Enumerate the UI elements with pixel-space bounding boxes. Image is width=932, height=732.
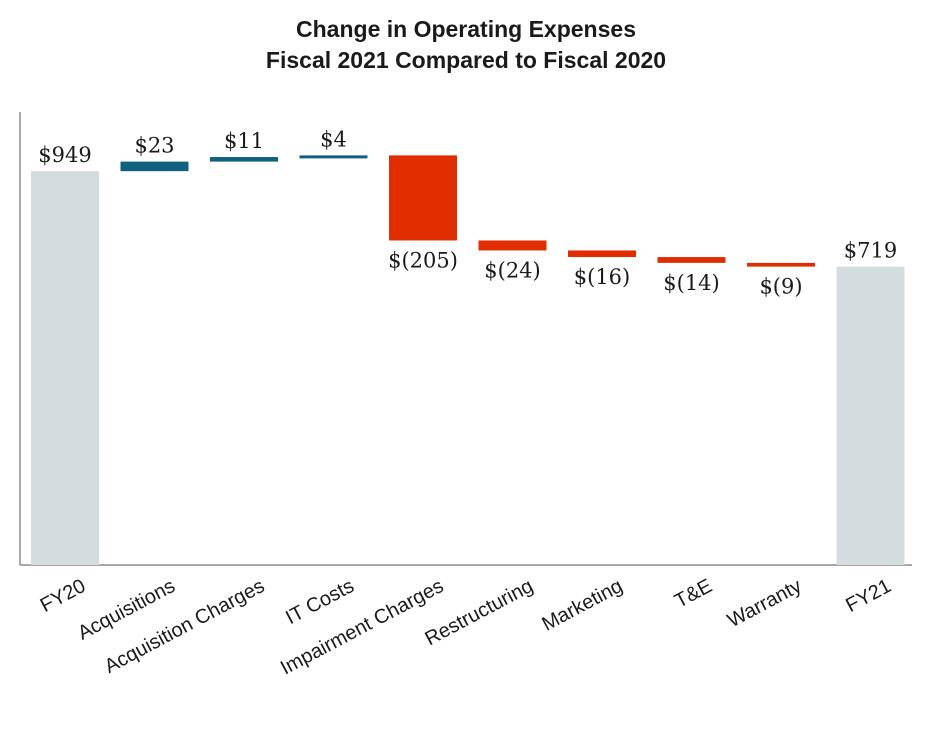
chart-title-line-1: Change in Operating Expenses — [296, 16, 636, 42]
chart-axes — [19, 112, 912, 566]
data-label-marketing: $(16) — [574, 265, 630, 289]
category-label-impairment-charges: Impairment Charges — [277, 575, 447, 679]
data-label-acquisitions: $23 — [134, 134, 174, 158]
data-label-impairment-charges: $(205) — [388, 248, 458, 272]
chart-subtitle: Fiscal 2021 Compared to Fiscal 2020 — [265, 47, 667, 73]
category-label-it-costs: IT Costs — [282, 575, 358, 629]
data-label-tande: $(14) — [663, 271, 719, 295]
bar-impairment-charges — [389, 155, 457, 241]
bar-it-costs — [299, 155, 368, 159]
chart-title: Change in Operating Expenses Fiscal 2021… — [0, 14, 932, 76]
category-label-warranty: Warranty — [724, 575, 805, 632]
data-label-fy21: $719 — [844, 239, 897, 263]
bar-tande — [657, 257, 726, 263]
chart-bars — [31, 155, 905, 566]
bar-warranty — [747, 262, 815, 267]
bar-restructuring — [478, 240, 547, 251]
category-label-marketing: Marketing — [538, 575, 626, 636]
bar-fy21 — [836, 266, 905, 565]
data-label-acquisition-charges: $11 — [224, 129, 264, 153]
category-label-fy21: FY21 — [842, 575, 895, 617]
chart-data-labels: $949 $23 $11 $4 $(205) $(24) $(16) $(14) $(9) $71… — [38, 127, 897, 298]
category-label-fy20: FY20 — [37, 575, 90, 617]
bar-acquisitions — [120, 161, 189, 172]
data-label-restructuring: $(24) — [484, 258, 540, 282]
bar-fy20 — [31, 171, 99, 566]
category-label-tande: T&E — [671, 575, 716, 613]
bar-marketing — [568, 250, 636, 258]
bar-acquisition-charges — [210, 157, 278, 162]
data-label-it-costs: $4 — [320, 127, 347, 151]
category-label-acquisition-charges: Acquisition Charges — [101, 575, 268, 678]
data-label-warranty: $(9) — [759, 275, 802, 299]
data-label-fy20: $949 — [38, 143, 91, 167]
